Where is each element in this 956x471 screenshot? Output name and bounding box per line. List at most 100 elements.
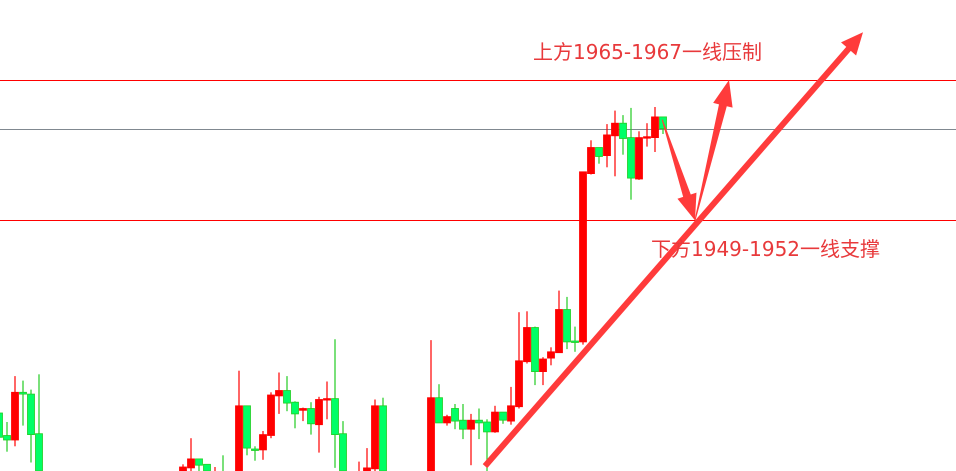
candle — [315, 396, 323, 453]
candle — [523, 311, 531, 364]
candle — [595, 147, 603, 164]
candle-body — [467, 419, 475, 430]
candle-body — [307, 408, 315, 425]
candle-body — [3, 435, 11, 441]
candle-body — [531, 327, 539, 372]
candle — [195, 458, 203, 471]
candle — [19, 380, 27, 426]
candle-body — [563, 309, 571, 343]
candle — [499, 411, 507, 424]
candle-body — [251, 448, 259, 451]
candle-body — [331, 398, 339, 436]
candle-body — [619, 122, 627, 139]
candle — [251, 446, 259, 461]
candle — [371, 399, 379, 471]
candle-body — [611, 122, 619, 137]
candle — [179, 464, 187, 471]
candle — [283, 376, 291, 412]
candle-body — [443, 416, 451, 424]
candle-body — [507, 405, 515, 422]
arrow-annotation — [482, 32, 863, 469]
candle — [459, 404, 467, 440]
candle-body — [243, 405, 251, 449]
candle — [563, 296, 571, 350]
candle — [27, 389, 35, 463]
candle — [651, 107, 659, 152]
candle — [363, 448, 371, 471]
candle — [307, 402, 315, 435]
candle-body — [643, 136, 651, 139]
candle-body — [491, 411, 499, 433]
candle-body — [635, 137, 643, 180]
candle-body — [275, 390, 283, 397]
candle — [467, 413, 475, 466]
candle-body — [539, 358, 547, 373]
candle — [491, 405, 499, 433]
candle-body — [195, 458, 203, 466]
candle-body — [427, 397, 435, 471]
candle — [539, 357, 547, 386]
candle — [547, 347, 555, 366]
candle-body — [339, 433, 347, 471]
candle — [331, 339, 339, 468]
candle-body — [499, 411, 507, 421]
candle-body — [483, 421, 491, 433]
candle — [323, 381, 331, 420]
candle — [611, 110, 619, 177]
candle-body — [379, 405, 387, 471]
candle-body — [547, 351, 555, 359]
candle — [3, 422, 11, 452]
candle — [379, 397, 387, 471]
candle-body — [435, 397, 443, 424]
candle — [603, 124, 611, 168]
resistance-annotation: 上方1965-1967一线压制 — [533, 40, 763, 64]
candle — [555, 290, 563, 354]
candle-body — [451, 408, 459, 422]
arrow-annotation — [661, 119, 697, 221]
candle-body — [19, 391, 27, 395]
candle — [203, 463, 211, 471]
candle-body — [259, 434, 267, 451]
candle-body — [11, 391, 19, 441]
candle-body — [459, 419, 467, 430]
candle-body — [0, 412, 3, 438]
candle — [187, 438, 195, 471]
candle — [267, 392, 275, 439]
candle-body — [291, 401, 299, 415]
candle-body — [579, 171, 587, 343]
candle-body — [595, 147, 603, 157]
candle — [427, 340, 435, 471]
candle — [11, 376, 19, 447]
candle-body — [587, 147, 595, 175]
candle-body — [179, 466, 187, 471]
candle-body — [267, 394, 275, 436]
candle — [443, 414, 451, 426]
candle-body — [299, 408, 307, 411]
candle-body — [315, 399, 323, 426]
candle — [579, 171, 587, 345]
candle — [475, 408, 483, 440]
candle — [243, 405, 251, 456]
candle — [435, 384, 443, 424]
candle — [299, 407, 307, 422]
candle — [635, 131, 643, 180]
candle — [339, 421, 347, 471]
candle-body — [475, 419, 483, 424]
candle — [515, 312, 523, 409]
candle — [275, 372, 283, 414]
candle — [291, 401, 299, 429]
candle-body — [651, 116, 659, 139]
candle — [531, 326, 539, 386]
candle-body — [203, 463, 211, 471]
candle — [0, 412, 3, 438]
candle-body — [35, 433, 43, 471]
candle-body — [323, 398, 331, 401]
candle — [627, 107, 635, 200]
candle — [507, 386, 515, 425]
candle-body — [371, 405, 379, 470]
candle-body — [187, 458, 195, 469]
arrow-annotation — [694, 80, 733, 221]
candle — [587, 140, 595, 175]
candle-body — [283, 390, 291, 404]
